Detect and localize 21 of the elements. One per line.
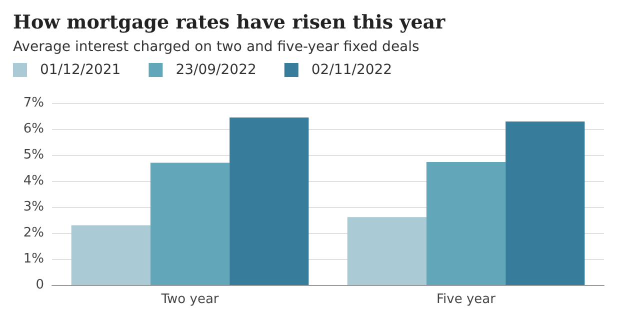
bar xyxy=(347,217,426,285)
y-tick-label: 0 xyxy=(36,278,44,292)
bar xyxy=(426,162,506,285)
bar xyxy=(71,225,150,285)
y-tick-label: 4% xyxy=(23,174,44,188)
legend-label: 02/11/2022 xyxy=(311,62,392,78)
chart-subtitle: Average interest charged on two and five-year fixed deals xyxy=(13,39,420,55)
x-tick-label: Five year xyxy=(436,292,496,307)
bar xyxy=(506,121,585,285)
y-tick-label: 1% xyxy=(23,252,44,266)
y-tick-label: 5% xyxy=(23,148,44,162)
bar xyxy=(150,162,230,285)
y-tick-label: 3% xyxy=(23,200,44,214)
y-tick-label: 6% xyxy=(23,122,44,136)
y-tick-label: 2% xyxy=(23,226,44,240)
legend-label: 23/09/2022 xyxy=(176,62,256,78)
y-tick-label: 7% xyxy=(23,96,44,110)
chart-title: How mortgage rates have risen this year xyxy=(13,12,446,34)
x-tick-label: Two year xyxy=(160,292,220,307)
legend-label: 01/12/2021 xyxy=(40,62,121,78)
bar xyxy=(230,118,309,285)
